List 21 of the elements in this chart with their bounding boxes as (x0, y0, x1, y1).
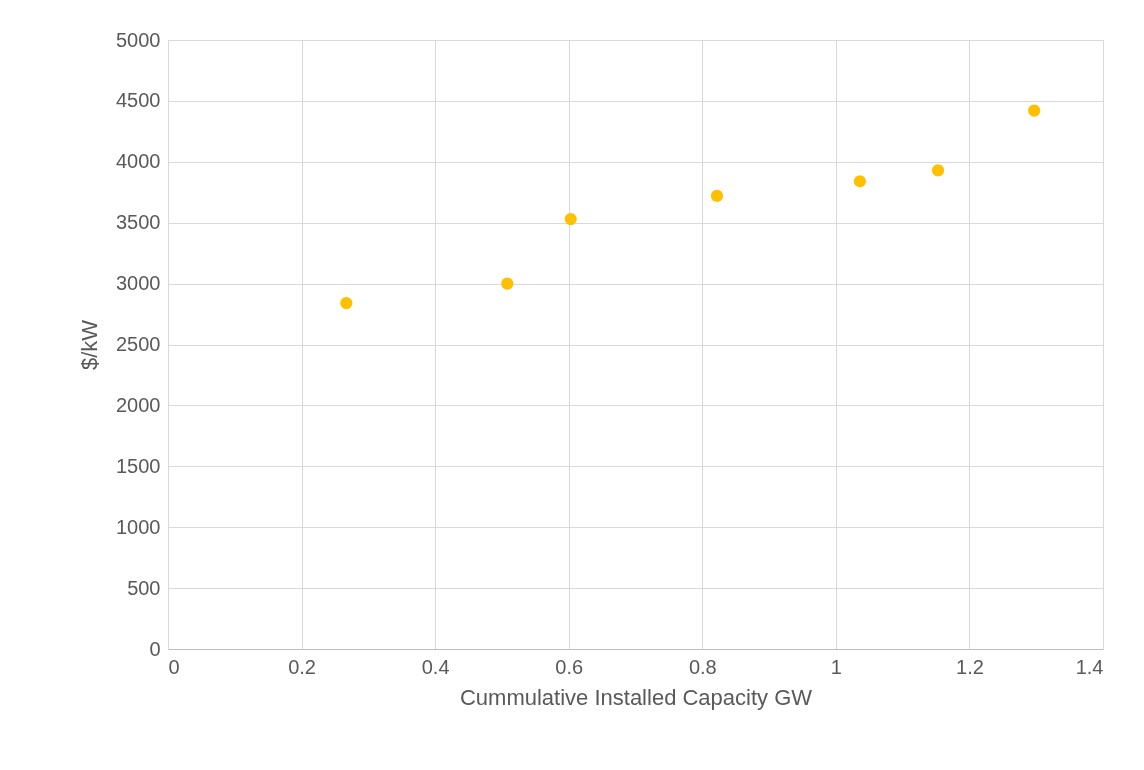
y-tick-label: 500 (127, 576, 161, 599)
y-tick-label: 4500 (116, 89, 161, 112)
y-tick-label: 4000 (116, 150, 161, 173)
y-tick-label: 0 (149, 637, 161, 660)
x-tick-label: 1.2 (956, 655, 984, 678)
x-axis-title: Cummulative Installed Capacity GW (459, 684, 813, 710)
y-tick-label: 3000 (116, 272, 161, 295)
x-tick-label: 0.4 (421, 655, 450, 678)
y-tick-label: 2000 (116, 393, 161, 416)
y-tick-label: 1500 (116, 454, 161, 477)
x-tick-label: 0.2 (288, 655, 316, 678)
y-tick-label: 3500 (116, 211, 161, 234)
y-axis-title: $/kW (77, 319, 103, 371)
x-tick-label: 0.8 (688, 655, 717, 678)
x-tick-label: 1 (830, 655, 842, 678)
x-tick-label: 0.6 (555, 655, 584, 678)
y-tick-label: 5000 (116, 28, 161, 51)
y-tick-label: 2500 (116, 333, 161, 355)
x-tick-label: 0 (168, 655, 180, 678)
y-tick-label: 1000 (116, 515, 161, 538)
x-tick-label: 1.4 (1075, 655, 1104, 678)
